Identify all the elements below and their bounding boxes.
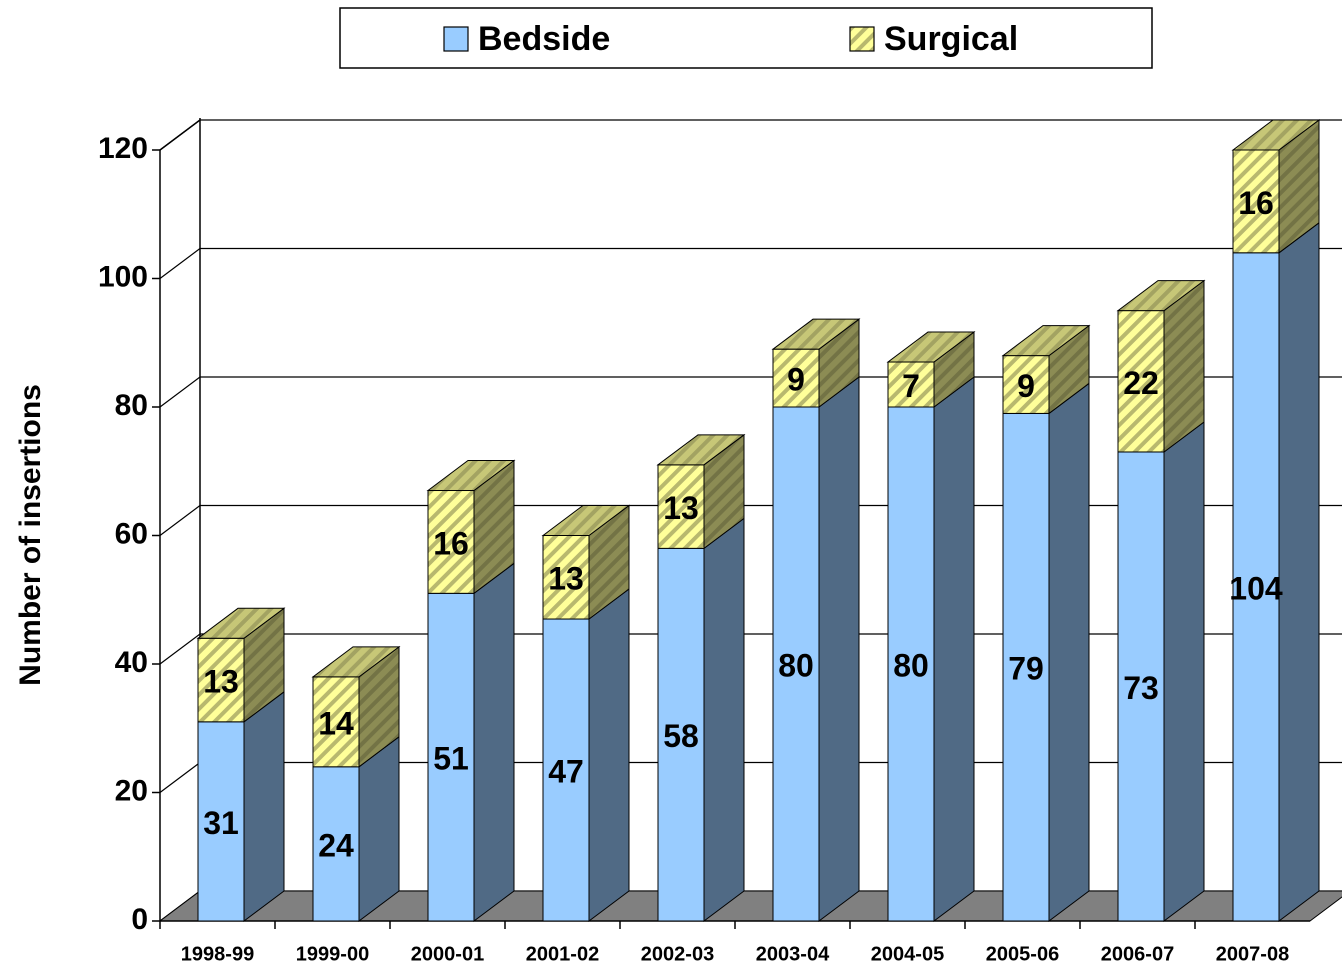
bar-side — [473, 562, 515, 922]
bar-top — [886, 331, 976, 363]
bar-side — [1278, 221, 1320, 922]
bar-top — [1231, 119, 1321, 151]
data-label: 80 — [778, 647, 814, 683]
bar — [427, 490, 475, 594]
data-label: 7 — [902, 368, 920, 404]
bar — [772, 406, 820, 922]
bar-top — [771, 318, 861, 350]
bar-side — [933, 376, 975, 922]
bar — [887, 406, 935, 922]
bar-top — [656, 434, 746, 466]
grid-line-side — [159, 248, 201, 279]
bar — [1232, 252, 1280, 922]
data-label: 9 — [1017, 368, 1035, 404]
data-label: 47 — [548, 753, 584, 789]
y-tick-label: 100 — [98, 260, 148, 293]
x-tick-label: 2005-06 — [986, 943, 1059, 965]
bar — [1002, 412, 1050, 922]
data-label: 13 — [548, 561, 584, 597]
grid-line-side — [159, 762, 201, 793]
bar-top — [1001, 325, 1091, 357]
bar-top — [426, 460, 516, 492]
bar-side — [703, 517, 745, 922]
data-label: 22 — [1123, 365, 1159, 401]
data-label: 31 — [203, 805, 239, 841]
y-tick-label: 40 — [115, 646, 148, 679]
bar — [312, 676, 360, 768]
y-tick-label: 0 — [131, 903, 148, 936]
legend-label: Bedside — [478, 20, 610, 58]
x-tick-label: 2001-02 — [526, 943, 599, 965]
bar-top — [311, 646, 401, 678]
bar — [197, 637, 245, 723]
bar — [657, 547, 705, 922]
y-tick-label: 20 — [115, 774, 148, 807]
bar-side — [1163, 420, 1205, 922]
bar — [542, 535, 590, 620]
grid-line-side — [159, 505, 201, 536]
bar-side — [243, 690, 285, 922]
data-label: 73 — [1123, 670, 1159, 706]
data-label: 16 — [433, 525, 469, 561]
bar-side — [818, 376, 860, 922]
bar — [1002, 355, 1050, 414]
data-label: 14 — [318, 705, 354, 741]
data-label: 79 — [1008, 651, 1044, 687]
bar — [1117, 310, 1165, 453]
bars — [196, 119, 1321, 922]
bar — [657, 464, 705, 549]
data-label: 13 — [663, 490, 699, 526]
y-tick-label: 120 — [98, 132, 148, 165]
bar — [542, 618, 590, 922]
legend-box — [339, 7, 1153, 69]
x-tick-label: 2003-04 — [756, 943, 830, 965]
data-label: 9 — [787, 362, 805, 398]
x-tick-label: 2006-07 — [1101, 943, 1174, 965]
bar-top — [196, 607, 286, 639]
legend-swatch — [443, 26, 469, 52]
bar-side — [358, 735, 400, 922]
y-tick-label: 80 — [115, 389, 148, 422]
x-tick-label: 1998-99 — [181, 943, 254, 965]
data-label: 58 — [663, 718, 699, 754]
bar-top — [541, 505, 631, 536]
bar — [312, 766, 360, 922]
data-label: 104 — [1229, 570, 1283, 606]
data-label: 13 — [203, 664, 239, 700]
y-tick-label: 60 — [115, 517, 148, 550]
bar-side — [1048, 382, 1090, 922]
bar — [427, 592, 475, 922]
labels: 0 20 40 60 80 100 120 1998-99 31 13 1999-00 24 14 200… — [98, 132, 1289, 965]
bar — [887, 361, 935, 408]
x-tick-label: 2007-08 — [1216, 943, 1289, 965]
y-axis-title: Number of insertions — [14, 384, 47, 686]
data-label: 51 — [433, 741, 469, 777]
grid-line-side — [159, 376, 201, 408]
legend-swatch — [849, 26, 875, 52]
data-label: 24 — [318, 827, 354, 863]
x-tick-label: 2004-05 — [871, 943, 944, 965]
bar-side — [588, 588, 630, 922]
bar-top — [1116, 280, 1206, 312]
data-label: 16 — [1238, 185, 1274, 221]
x-tick-label: 2000-01 — [411, 943, 484, 965]
grid-line-side — [159, 633, 201, 665]
x-tick-label: 2002-03 — [641, 943, 714, 965]
data-label: 80 — [893, 647, 929, 683]
grid-line-side — [159, 119, 201, 151]
bar — [1117, 451, 1165, 922]
x-tick-label: 1999-00 — [296, 943, 369, 965]
legend-label: Surgical — [884, 20, 1018, 58]
